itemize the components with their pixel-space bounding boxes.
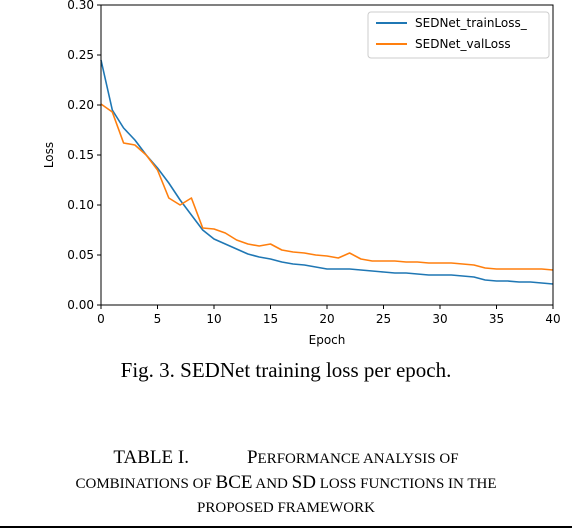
x-tick-label: 25 [376,312,391,326]
series-line-train-loss [100,59,554,285]
x-tick-label: 40 [545,312,560,326]
figure-caption: Fig. 3. SEDNet training loss per epoch. [120,358,452,382]
table-title-sd: SD [291,472,316,493]
table-title-text-2b: AND [252,476,292,492]
y-tick-label: 0.25 [67,48,94,62]
y-tick-label: 0.15 [67,148,94,162]
y-axis-label: Loss [42,142,56,168]
series-line-val-loss [100,103,554,271]
table-title-text-2c: LOSS FUNCTIONS IN THE [315,476,497,492]
y-tick-label: 0.10 [67,198,94,212]
x-tick-label: 35 [489,312,504,326]
loss-chart: 0.00 0.05 0.10 0.15 0.20 0.25 0.30 0 5 10 15 20 25 3… [42,0,561,347]
table-title-initial: P [246,447,258,468]
table-title-text-2a: COMBINATIONS OF [75,476,216,492]
y-tick-label: 0.30 [67,0,94,12]
table-title-line-2: COMBINATIONS OF BCE AND SD LOSS FUNCTION… [0,471,572,496]
legend-label-val: SEDNet_valLoss [415,37,511,51]
y-tick-label: 0.05 [67,248,94,262]
table-top-rule [0,526,572,528]
table-title-bce: BCE [215,472,253,493]
x-tick-label: 30 [432,312,447,326]
table-label: TABLE I. [113,447,189,468]
y-tick-label: 0.20 [67,98,94,112]
x-tick-label: 5 [154,312,162,326]
x-tick-label: 15 [263,312,278,326]
x-tick-label: 10 [206,312,221,326]
x-axis-label: Epoch [309,333,346,347]
table-title-line-3: PROPOSED FRAMEWORK [0,496,572,520]
table-title-text-3: PROPOSED FRAMEWORK [197,500,375,516]
x-tick-label: 0 [97,312,105,326]
legend-label-train: SEDNet_trainLoss_ [415,16,528,30]
y-tick-label: 0.00 [67,298,94,312]
table-title-text-1: ERFORMANCE ANALYSIS OF [257,451,459,467]
legend: SEDNet_trainLoss_ SEDNet_valLoss [367,11,550,59]
x-tick-label: 20 [319,312,334,326]
table-title: TABLE I. PERFORMANCE ANALYSIS OF COMBINAT… [0,446,572,520]
legend-box [367,11,550,59]
table-title-line-1: TABLE I. PERFORMANCE ANALYSIS OF [0,446,572,471]
